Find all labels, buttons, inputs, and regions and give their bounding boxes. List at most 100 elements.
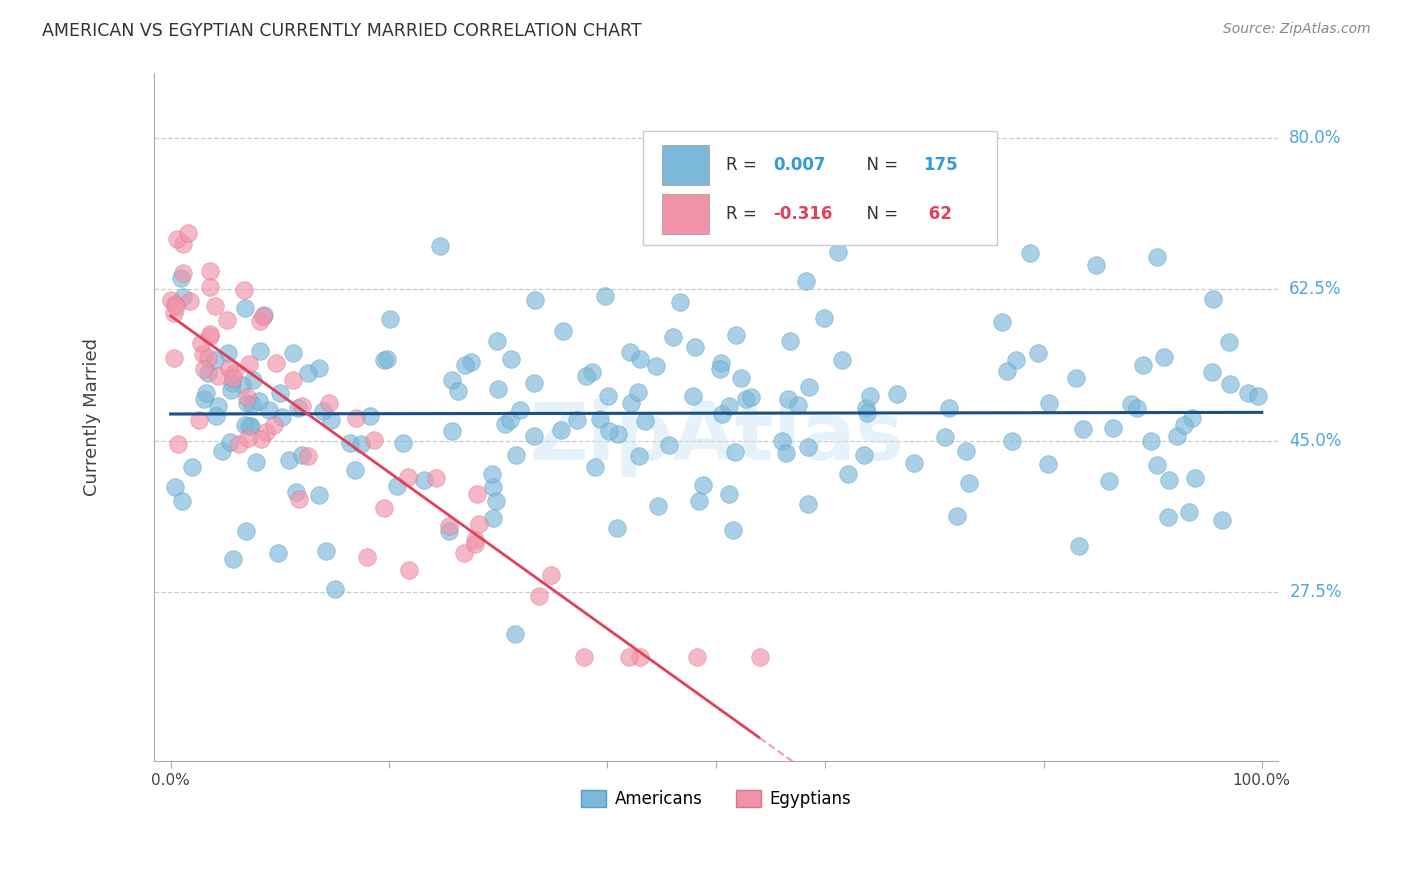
Americans bbox=[627, 385, 650, 400]
Americans bbox=[219, 435, 242, 450]
Egyptians bbox=[160, 293, 183, 307]
Americans bbox=[853, 448, 876, 462]
Americans bbox=[688, 494, 710, 508]
Americans bbox=[235, 524, 257, 539]
Americans bbox=[778, 392, 800, 406]
Americans bbox=[1036, 457, 1059, 471]
Egyptians bbox=[166, 232, 188, 246]
Americans bbox=[204, 409, 226, 424]
Egyptians bbox=[172, 266, 194, 280]
Americans bbox=[1064, 370, 1087, 384]
Americans bbox=[308, 488, 330, 502]
Americans bbox=[217, 346, 239, 360]
Egyptians bbox=[222, 371, 245, 385]
Americans bbox=[628, 351, 651, 366]
Americans bbox=[683, 340, 706, 354]
Americans bbox=[589, 411, 612, 425]
Americans bbox=[222, 552, 245, 566]
Text: 0.007: 0.007 bbox=[773, 156, 827, 174]
Text: AMERICAN VS EGYPTIAN CURRENTLY MARRIED CORRELATION CHART: AMERICAN VS EGYPTIAN CURRENTLY MARRIED C… bbox=[42, 22, 641, 40]
Americans bbox=[598, 389, 620, 403]
Americans bbox=[770, 434, 793, 448]
Americans bbox=[1166, 429, 1188, 443]
Americans bbox=[308, 361, 330, 376]
Americans bbox=[1247, 389, 1270, 403]
Americans bbox=[581, 365, 603, 379]
Americans bbox=[236, 396, 259, 410]
Text: N =: N = bbox=[856, 156, 903, 174]
Americans bbox=[219, 383, 242, 397]
Egyptians bbox=[207, 369, 229, 384]
Americans bbox=[413, 474, 436, 488]
Egyptians bbox=[686, 650, 709, 665]
Americans bbox=[1201, 365, 1223, 379]
Americans bbox=[1121, 397, 1143, 411]
Americans bbox=[831, 352, 853, 367]
Americans bbox=[481, 480, 503, 494]
Egyptians bbox=[572, 650, 595, 665]
Americans bbox=[606, 521, 628, 535]
Americans bbox=[1146, 458, 1168, 472]
Americans bbox=[481, 467, 503, 482]
Americans bbox=[207, 399, 229, 413]
Americans bbox=[627, 449, 650, 463]
Americans bbox=[1001, 434, 1024, 448]
Americans bbox=[903, 456, 925, 470]
Americans bbox=[740, 390, 762, 404]
Egyptians bbox=[198, 264, 221, 278]
Americans bbox=[245, 455, 267, 469]
Americans bbox=[550, 423, 572, 437]
Americans bbox=[724, 328, 747, 343]
Americans bbox=[523, 429, 546, 443]
Americans bbox=[1097, 475, 1119, 489]
Text: 45.0%: 45.0% bbox=[1289, 432, 1341, 450]
Bar bbox=[662, 194, 710, 234]
Americans bbox=[1140, 434, 1163, 449]
Egyptians bbox=[179, 293, 201, 308]
Americans bbox=[619, 345, 641, 359]
Americans bbox=[486, 382, 509, 396]
Americans bbox=[991, 315, 1014, 329]
Americans bbox=[375, 352, 398, 367]
Egyptians bbox=[252, 309, 274, 323]
Americans bbox=[723, 445, 745, 459]
Americans bbox=[501, 351, 523, 366]
Americans bbox=[163, 480, 186, 494]
Americans bbox=[269, 386, 291, 401]
Egyptians bbox=[291, 400, 314, 414]
Americans bbox=[1178, 505, 1201, 519]
Egyptians bbox=[464, 533, 486, 547]
Egyptians bbox=[236, 390, 259, 404]
Text: R =: R = bbox=[727, 205, 762, 223]
Egyptians bbox=[529, 589, 551, 603]
Americans bbox=[620, 396, 643, 410]
Americans bbox=[1132, 358, 1154, 372]
Americans bbox=[484, 493, 506, 508]
Americans bbox=[995, 364, 1018, 378]
Americans bbox=[285, 485, 308, 500]
Americans bbox=[242, 373, 264, 387]
Americans bbox=[373, 353, 395, 368]
Americans bbox=[1159, 473, 1181, 487]
Americans bbox=[441, 424, 464, 438]
Americans bbox=[634, 414, 657, 428]
Egyptians bbox=[193, 347, 215, 361]
Americans bbox=[315, 543, 337, 558]
Americans bbox=[779, 334, 801, 349]
Americans bbox=[1157, 509, 1180, 524]
Egyptians bbox=[222, 367, 245, 381]
Americans bbox=[1218, 334, 1240, 349]
Americans bbox=[859, 389, 882, 403]
Americans bbox=[730, 371, 752, 385]
Egyptians bbox=[373, 500, 395, 515]
Americans bbox=[247, 393, 270, 408]
Americans bbox=[505, 448, 527, 462]
Americans bbox=[553, 324, 575, 338]
Americans bbox=[242, 397, 264, 411]
Americans bbox=[647, 499, 669, 513]
Americans bbox=[1237, 386, 1260, 401]
Egyptians bbox=[318, 396, 340, 410]
Egyptians bbox=[254, 425, 277, 440]
Americans bbox=[499, 413, 522, 427]
Egyptians bbox=[263, 417, 285, 432]
